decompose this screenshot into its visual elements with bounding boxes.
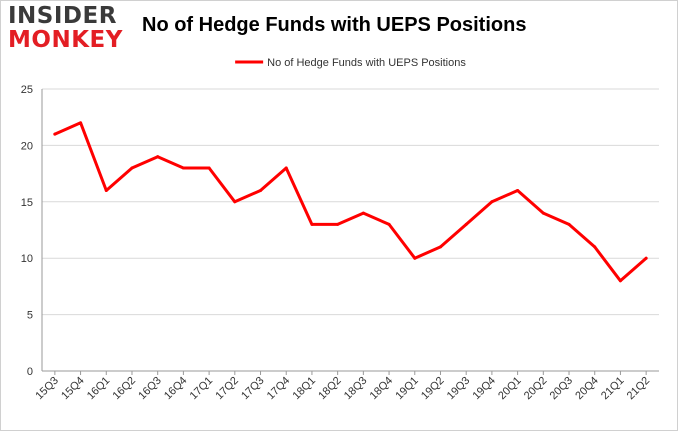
data-point bbox=[413, 256, 417, 260]
x-tick-label: 21Q1 bbox=[599, 375, 627, 403]
x-tick-label: 15Q4 bbox=[59, 375, 87, 403]
data-point bbox=[130, 166, 134, 170]
x-tick-label: 16Q3 bbox=[136, 375, 164, 403]
y-tick-label: 10 bbox=[21, 253, 33, 265]
x-tick-label: 18Q4 bbox=[368, 375, 396, 403]
data-point bbox=[387, 222, 391, 226]
chart-title: No of Hedge Funds with UEPS Positions bbox=[142, 14, 527, 36]
data-point bbox=[284, 166, 288, 170]
x-tick-label: 18Q2 bbox=[316, 375, 344, 403]
data-point bbox=[79, 121, 83, 125]
data-point bbox=[181, 166, 185, 170]
y-tick-label: 25 bbox=[21, 84, 33, 96]
x-tick-label: 20Q3 bbox=[548, 375, 576, 403]
y-axis-ticks: 0 5 10 15 20 25 bbox=[21, 84, 33, 378]
data-point bbox=[593, 245, 597, 249]
data-point bbox=[336, 222, 340, 226]
y-tick-label: 15 bbox=[21, 197, 33, 209]
data-point bbox=[53, 132, 57, 136]
y-tick-label: 20 bbox=[21, 140, 33, 152]
data-point bbox=[516, 189, 520, 193]
data-point bbox=[361, 211, 365, 215]
legend: No of Hedge Funds with UEPS Positions bbox=[235, 57, 466, 69]
x-tick-label: 20Q1 bbox=[496, 375, 524, 403]
data-point bbox=[156, 155, 160, 159]
x-tick-label: 19Q4 bbox=[470, 375, 498, 403]
legend-label: No of Hedge Funds with UEPS Positions bbox=[267, 57, 466, 69]
x-tick-label: 19Q3 bbox=[445, 375, 473, 403]
series-lines bbox=[53, 121, 648, 283]
data-point bbox=[464, 222, 468, 226]
x-tick-label: 20Q4 bbox=[573, 375, 601, 403]
series-line bbox=[53, 121, 648, 283]
x-tick-label: 16Q2 bbox=[111, 375, 139, 403]
data-point bbox=[310, 222, 314, 226]
x-tick-label: 19Q1 bbox=[393, 375, 421, 403]
x-tick-label: 17Q4 bbox=[265, 375, 293, 403]
data-point bbox=[259, 189, 263, 193]
data-point bbox=[104, 189, 108, 193]
x-tick-label: 16Q4 bbox=[162, 375, 190, 403]
x-tick-label: 17Q3 bbox=[239, 375, 267, 403]
x-tick-label: 20Q2 bbox=[522, 375, 550, 403]
data-point bbox=[490, 200, 494, 204]
data-point bbox=[644, 256, 648, 260]
data-point bbox=[618, 279, 622, 283]
axes bbox=[41, 89, 659, 372]
data-point bbox=[207, 166, 211, 170]
y-tick-label: 0 bbox=[27, 366, 33, 378]
x-tick-label: 19Q2 bbox=[419, 375, 447, 403]
logo-text-monkey: MONKEY bbox=[8, 27, 123, 53]
x-tick-label: 21Q2 bbox=[625, 375, 653, 403]
x-tick-label: 17Q1 bbox=[188, 375, 216, 403]
x-tick-label: 18Q3 bbox=[342, 375, 370, 403]
data-point bbox=[233, 200, 237, 204]
data-point bbox=[438, 245, 442, 249]
x-tick-label: 15Q3 bbox=[33, 375, 61, 403]
grid-lines bbox=[42, 88, 659, 316]
data-point bbox=[567, 222, 571, 226]
insider-monkey-logo: INSIDER MONKEY bbox=[8, 4, 126, 56]
x-tick-label: 16Q1 bbox=[85, 375, 113, 403]
logo-text-insider: INSIDER bbox=[8, 3, 117, 29]
x-tick-label: 18Q1 bbox=[291, 375, 319, 403]
data-point bbox=[541, 211, 545, 215]
x-tick-label: 17Q2 bbox=[213, 375, 241, 403]
x-axis-ticks: 15Q315Q416Q116Q216Q316Q417Q117Q217Q317Q4… bbox=[33, 371, 652, 402]
y-tick-label: 5 bbox=[27, 310, 33, 322]
